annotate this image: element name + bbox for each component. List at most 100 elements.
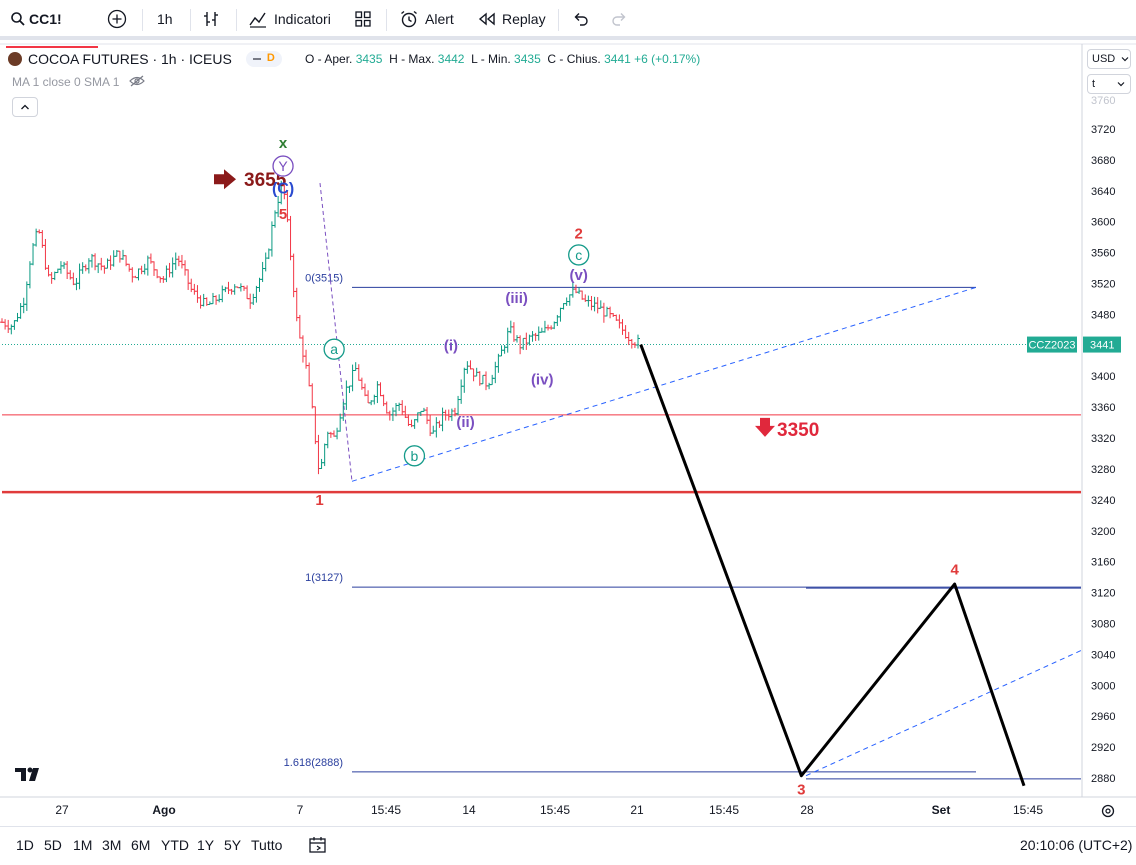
trend-channel-line[interactable]: [805, 650, 1082, 777]
indicators-button[interactable]: Indicatori: [248, 0, 331, 38]
trend-channel-line[interactable]: [351, 286, 977, 482]
price-tick-label: 3080: [1091, 618, 1115, 630]
symbol-search[interactable]: CC1!: [10, 0, 62, 38]
price-tick-label: 3520: [1091, 279, 1115, 291]
ohlc-bar: [530, 331, 535, 342]
gear-icon[interactable]: [1101, 804, 1115, 818]
clock[interactable]: 20:10:06 (UTC+2): [1020, 827, 1132, 863]
ohlc-bar: [217, 294, 222, 303]
projection-path[interactable]: [639, 344, 1026, 787]
price-tick-label: 3640: [1091, 186, 1115, 198]
ohlc-bar: [120, 249, 125, 260]
ohlc-bar: [387, 410, 392, 421]
ohlc-bar: [297, 314, 302, 339]
wave-label: Y: [278, 158, 288, 174]
ohlc-bar: [328, 431, 333, 438]
ohlc-bar: [570, 282, 575, 298]
change-value: +6 (+0.17%): [634, 52, 701, 66]
clock-label: 20:10:06 (UTC+2): [1020, 837, 1133, 853]
layouts-button[interactable]: [354, 0, 372, 38]
ohlc-bar: [189, 278, 194, 293]
open-label: O - Aper.: [305, 52, 353, 66]
ohlc-bar: [344, 380, 349, 410]
tradingview-logo: [15, 767, 39, 781]
ohlc-bar: [490, 374, 495, 386]
ohlc-bar: [257, 277, 262, 292]
redo-icon: [612, 13, 626, 26]
ohlc-bar: [496, 353, 501, 373]
timeframe-label: 5Y: [224, 837, 242, 853]
ohlc-bar: [65, 261, 70, 280]
ma-indicator-row[interactable]: MA 1 close 0 SMA 1: [12, 75, 145, 89]
timeframe-button[interactable]: 6M: [131, 827, 150, 863]
ohlc-values: O - Aper. 3435 H - Max. 3442 L - Min. 34…: [305, 52, 700, 66]
timeframe-button[interactable]: Tutto: [251, 827, 282, 863]
redo-button[interactable]: [610, 0, 628, 38]
unit-select[interactable]: t: [1087, 74, 1131, 94]
timeframe-label: 3M: [102, 837, 122, 853]
timeframe-button[interactable]: 1M: [73, 827, 92, 863]
symbol-label: CC1!: [29, 11, 62, 27]
undo-button[interactable]: [572, 0, 590, 38]
ohlc-bar: [254, 285, 259, 303]
ohlc-bar: [567, 294, 572, 306]
ohlc-bar: [601, 302, 606, 323]
ohlc-bar: [288, 215, 293, 261]
currency-select[interactable]: USD: [1087, 49, 1131, 69]
ohlc-bar: [542, 320, 547, 333]
legend-title-row: COCOA FUTURES · 1h · ICEUS D: [8, 49, 282, 69]
wave-label-circle: [568, 244, 590, 266]
ohlc-bar: [440, 407, 445, 432]
timeframe-button[interactable]: 1Y: [197, 827, 214, 863]
fib-level-label: 1(3127): [305, 572, 343, 584]
ohlc-bar: [111, 250, 116, 267]
ohlc-bar: [589, 295, 594, 311]
chart-type-button[interactable]: [202, 0, 220, 38]
date-range-button[interactable]: [308, 827, 328, 863]
ohlc-bar: [384, 401, 389, 414]
interval-button[interactable]: 1h: [157, 0, 173, 38]
ohlc-bar: [80, 262, 85, 274]
last-price-symbol-label: CCZ2023: [1028, 340, 1075, 352]
collapse-legend-button[interactable]: [12, 97, 38, 117]
ohlc-bar: [462, 367, 467, 393]
ohlc-bar: [291, 253, 296, 298]
chevron-down-icon: [1117, 82, 1125, 87]
wave-connector-line: [319, 183, 353, 482]
timeframe-button[interactable]: 5D: [44, 827, 62, 863]
add-symbol-button[interactable]: [107, 0, 127, 38]
ohlc-bar: [456, 395, 461, 416]
price-tick-label: 2960: [1091, 711, 1115, 723]
timeframe-label: YTD: [161, 837, 189, 853]
timeframe-button[interactable]: 1D: [16, 827, 34, 863]
eye-hidden-icon[interactable]: [128, 75, 145, 87]
last-price-tag: [1083, 336, 1121, 353]
ohlc-bar: [158, 276, 163, 283]
price-tick-label: 3680: [1091, 155, 1115, 167]
replay-button[interactable]: Replay: [478, 0, 546, 38]
price-tick-label: 3320: [1091, 433, 1115, 445]
timeframe-button[interactable]: YTD: [161, 827, 189, 863]
top-toolbar: CC1! 1h Indicatori Alert Replay: [0, 0, 1136, 40]
ohlc-bar: [468, 360, 473, 370]
ohlc-bar: [6, 319, 11, 334]
ohlc-bar: [210, 292, 215, 305]
open-value: 3435: [355, 52, 383, 66]
ohlc-bar: [580, 290, 585, 300]
market-status-badge[interactable]: D: [245, 51, 282, 67]
legend-title[interactable]: COCOA FUTURES · 1h · ICEUS: [28, 51, 232, 67]
price-tick-label: 3760: [1091, 95, 1115, 107]
timeframe-label: 5D: [44, 837, 62, 853]
ohlc-bar: [24, 281, 29, 311]
ohlc-bar: [18, 303, 23, 319]
timeframe-button[interactable]: 5Y: [224, 827, 241, 863]
symbol-logo: [8, 52, 22, 66]
fib-level-label: 0(3515): [305, 272, 343, 284]
ohlc-bar: [592, 296, 597, 312]
timeframe-button[interactable]: 3M: [102, 827, 121, 863]
ohlc-bar: [493, 361, 498, 384]
alert-button[interactable]: Alert: [399, 0, 454, 38]
ohlc-bar: [251, 293, 256, 305]
timeframe-label: 1Y: [197, 837, 215, 853]
